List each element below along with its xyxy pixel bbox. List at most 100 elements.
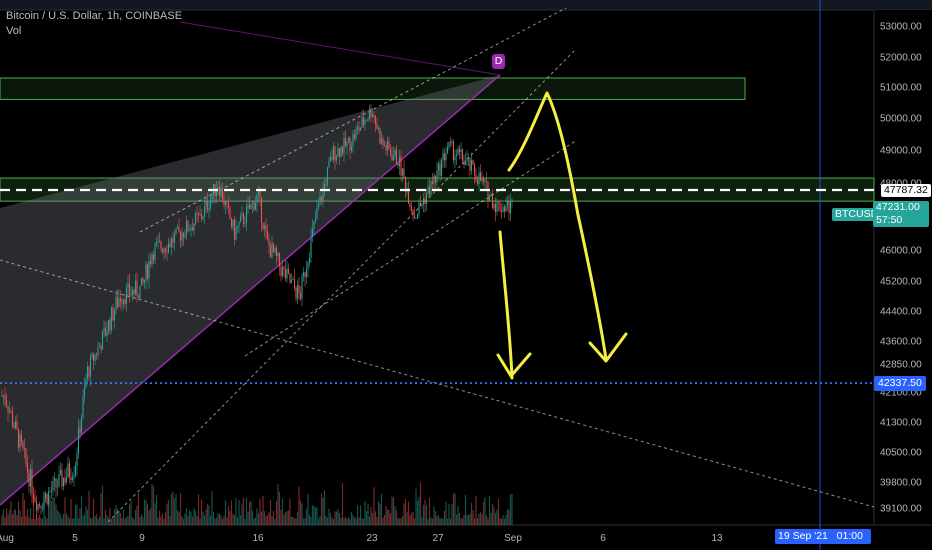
candle: [445, 153, 447, 161]
pattern-marker-d[interactable]: D: [492, 54, 505, 69]
candle: [235, 227, 237, 240]
volume-bar: [172, 491, 174, 525]
volume-bar: [206, 503, 209, 525]
volume-bar: [151, 483, 153, 525]
candle: [229, 207, 231, 219]
price-tick-label: 46000.00: [880, 246, 922, 257]
volume-bar: [107, 517, 110, 525]
volume-bar: [199, 518, 201, 525]
candle: [427, 186, 429, 194]
volume-bar: [491, 503, 494, 525]
volume-bar: [488, 496, 491, 525]
candle: [98, 346, 101, 348]
candle: [316, 208, 318, 220]
volume-bar: [56, 510, 59, 525]
volume-bar: [310, 517, 312, 525]
volume-bar: [319, 516, 321, 525]
candle: [158, 241, 161, 243]
candle: [431, 180, 434, 184]
volume-bar: [422, 504, 425, 525]
time-axis[interactable]: Aug 5 9 16 23 27 Sep 6 13: [0, 533, 723, 544]
candle: [22, 441, 24, 449]
volume-bar: [485, 515, 488, 525]
candle: [170, 238, 173, 248]
candle: [340, 147, 342, 157]
candle: [37, 504, 39, 511]
volume-bar: [472, 510, 474, 525]
rising-wedge-drawing: [0, 7, 875, 523]
candle: [341, 147, 344, 154]
candle: [143, 279, 146, 283]
candle: [139, 285, 141, 299]
candle: [109, 319, 111, 330]
candle: [181, 232, 183, 241]
candle: [53, 478, 56, 481]
volume-bar: [400, 518, 402, 525]
volume-bar: [284, 511, 287, 525]
volume-bar: [416, 500, 419, 525]
volume-bar: [296, 511, 299, 525]
candle: [320, 196, 323, 202]
candle: [92, 354, 95, 361]
volume-bar: [95, 514, 98, 525]
volume-bar: [404, 498, 407, 525]
volume-bar: [500, 518, 503, 525]
volume-bar: [202, 511, 204, 525]
volume-bar: [347, 517, 350, 525]
volume-bar: [370, 506, 372, 525]
volume-bar: [190, 511, 192, 525]
volume-bar: [14, 509, 17, 525]
volume-bar: [121, 517, 123, 525]
volume-bar: [358, 517, 360, 525]
candle: [299, 292, 302, 299]
volume-bar: [260, 511, 263, 525]
candle: [217, 186, 219, 190]
channel-middle-line: [107, 50, 575, 523]
volume-bar: [293, 518, 296, 525]
candle: [322, 188, 324, 202]
candle: [148, 261, 150, 279]
candle: [77, 427, 80, 455]
candle: [179, 231, 182, 241]
volume-bar: [46, 518, 48, 525]
volume-bar: [257, 513, 260, 525]
volume-bar: [23, 499, 26, 525]
volume-bar: [461, 518, 464, 525]
candle: [59, 469, 62, 475]
volume-bar: [278, 491, 281, 525]
volume-bar: [470, 502, 473, 525]
volume-bar: [388, 509, 390, 525]
candle: [335, 156, 338, 161]
candle: [106, 332, 108, 336]
candle: [31, 469, 33, 494]
volume-bar: [137, 493, 140, 525]
candle: [167, 243, 170, 253]
volume-bar: [11, 514, 14, 525]
volume-bar: [334, 511, 336, 525]
volume-bar: [344, 516, 347, 525]
volume-bar: [145, 500, 147, 525]
volume-bar: [455, 514, 458, 525]
candle: [122, 299, 125, 304]
candle: [203, 206, 206, 218]
candle: [403, 168, 405, 178]
volume-bar: [163, 518, 165, 525]
volume-bar: [122, 509, 125, 525]
candle: [307, 262, 309, 269]
candle: [256, 194, 258, 204]
volume-bar: [161, 513, 164, 525]
volume-bar: [31, 518, 33, 525]
candle: [293, 279, 296, 289]
candle: [353, 133, 356, 139]
volume-bar: [164, 512, 167, 525]
volume-bar: [373, 487, 375, 525]
candle: [286, 268, 288, 279]
candle: [101, 331, 104, 350]
candle: [7, 406, 9, 413]
volume-bar: [365, 511, 368, 525]
volume-bar: [281, 498, 284, 525]
volume-bar: [376, 516, 378, 525]
candle: [449, 141, 452, 143]
candle: [506, 200, 509, 207]
